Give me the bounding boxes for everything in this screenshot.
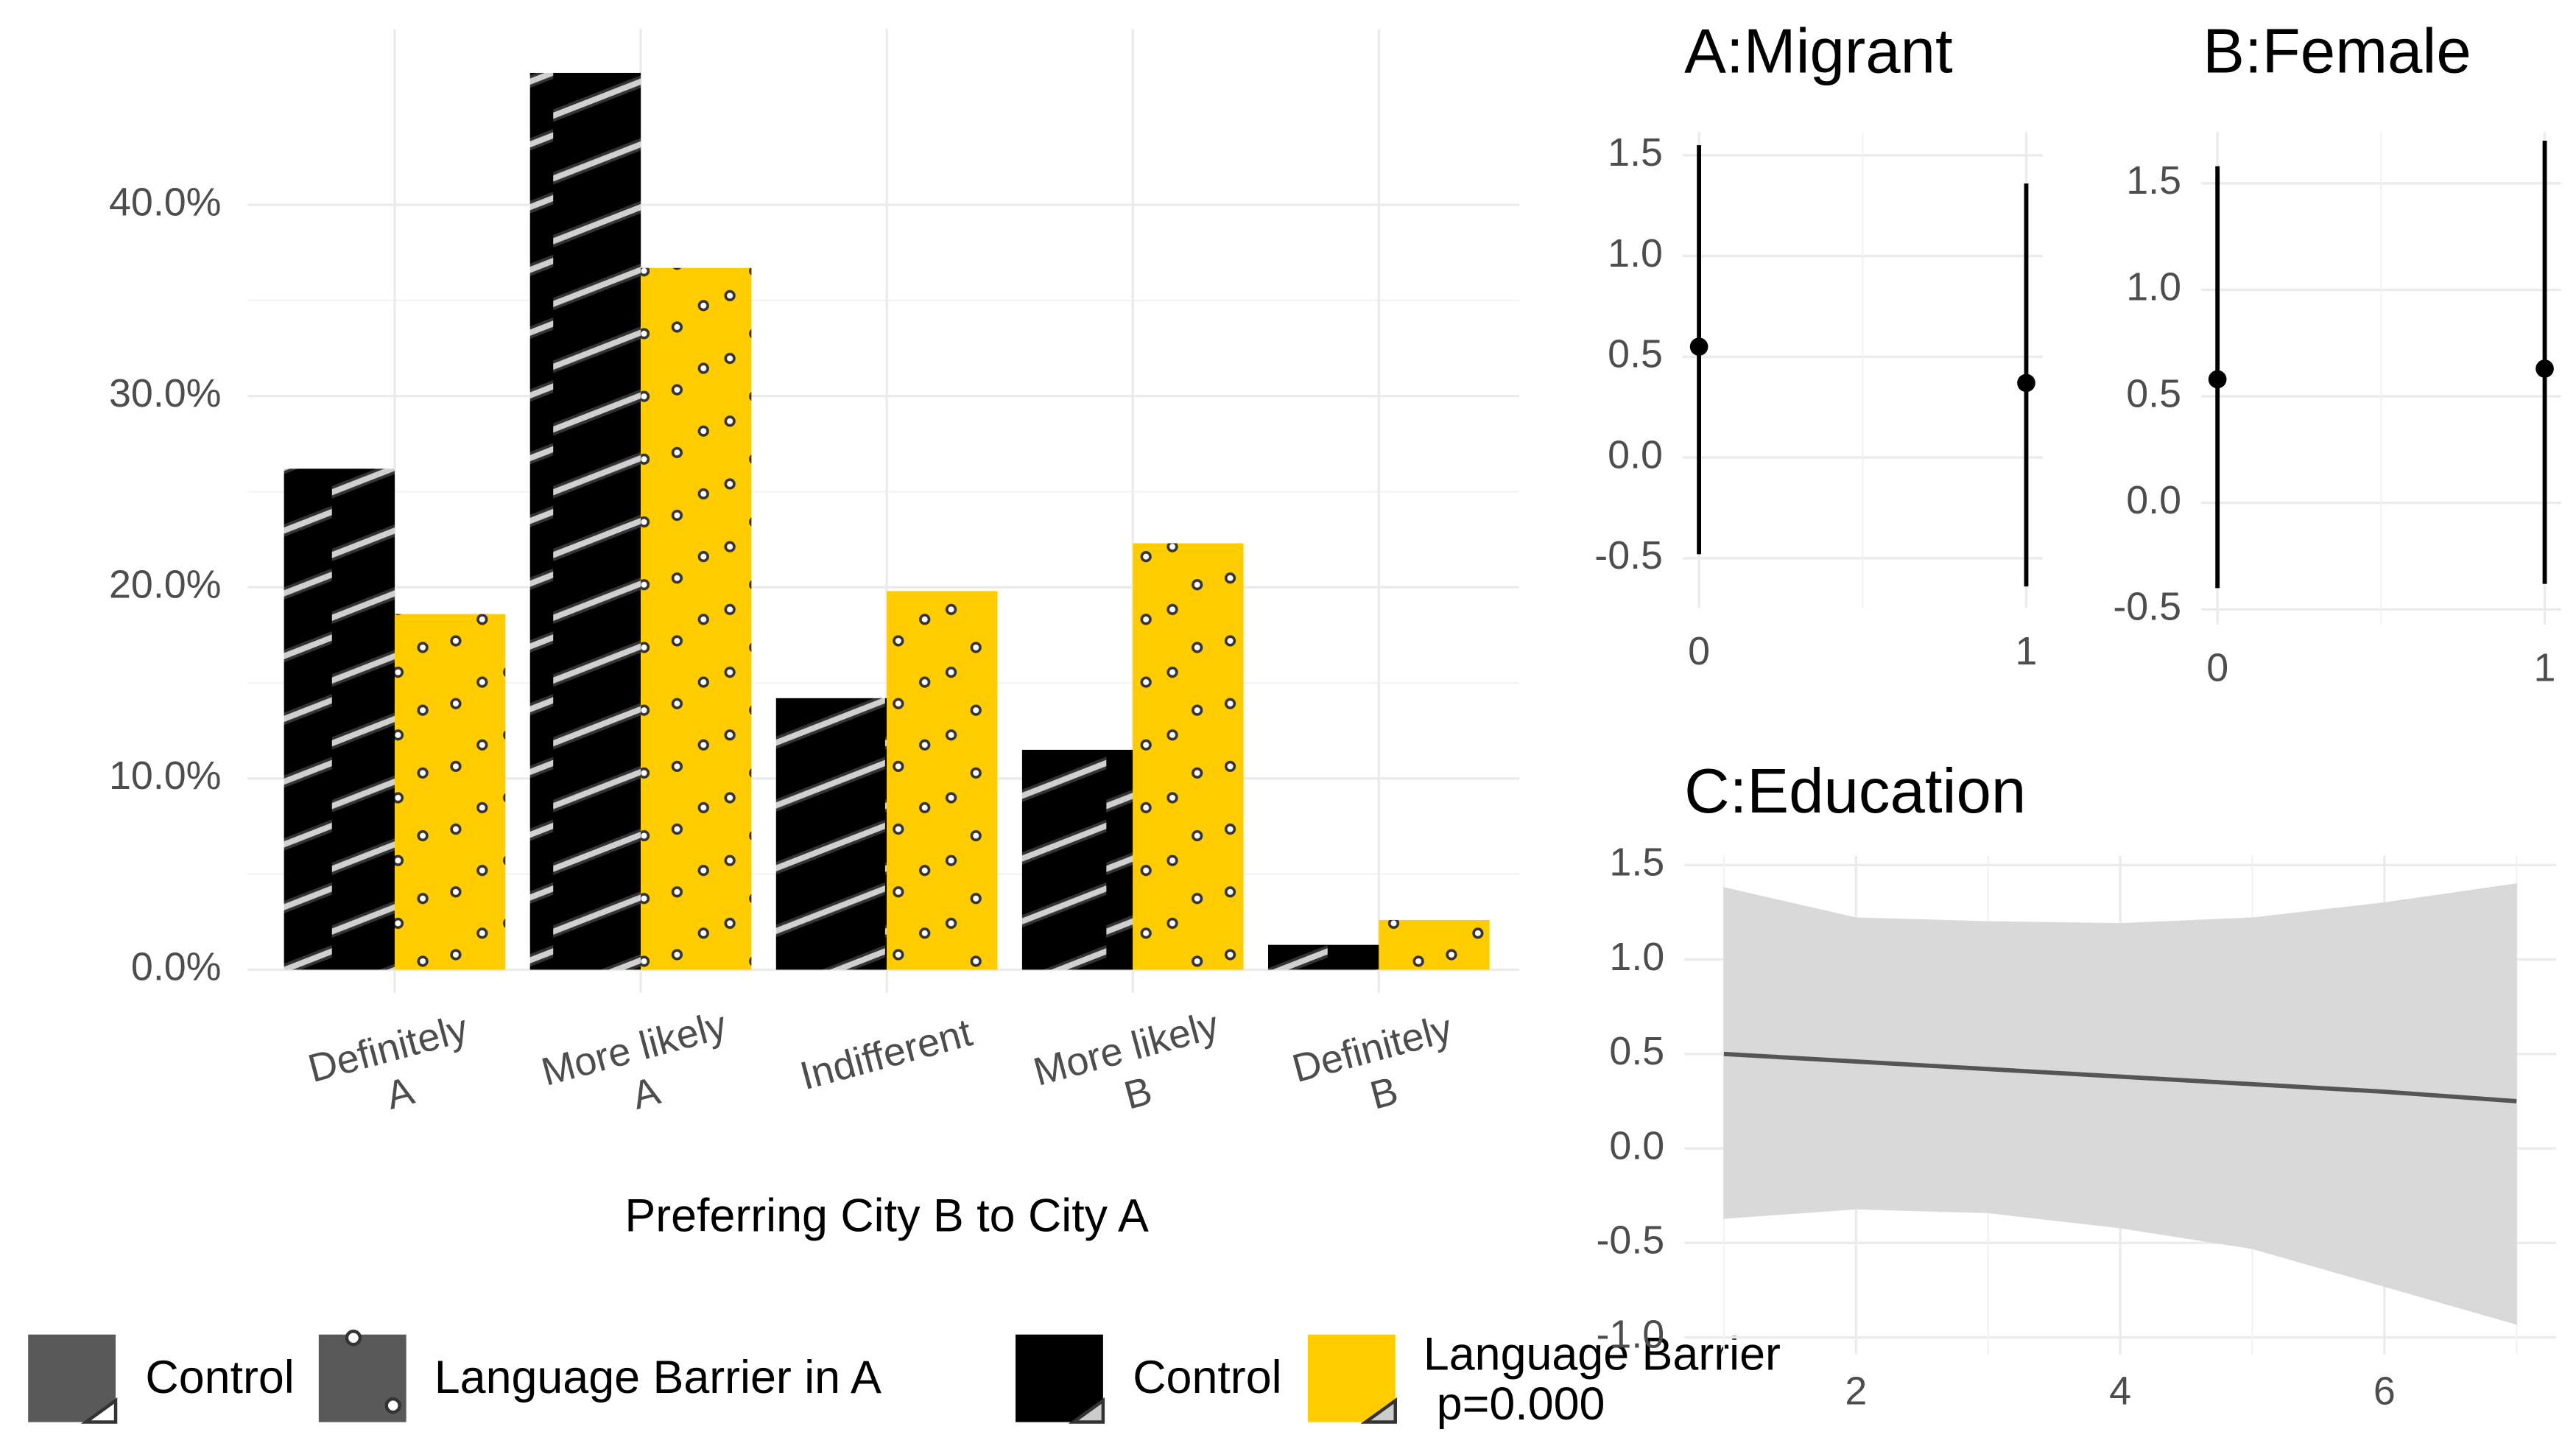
x-tick-label: Indifferent (795, 1011, 976, 1099)
legend-key-motif (345, 1329, 362, 1347)
y-tick-label: 1.5 (2126, 158, 2181, 203)
y-tick-label: 0.5 (1609, 1029, 1664, 1073)
legend-label: Language Barrier in A (434, 1352, 881, 1403)
y-tick-label: 0.5 (2126, 371, 2181, 415)
bar (1021, 749, 1133, 970)
y-tick-label: -1.0 (1597, 1313, 1665, 1357)
legend-key (28, 1334, 116, 1422)
legend-key-motif (1068, 1397, 1105, 1424)
x-axis-label: Preferring City B to City A (624, 1190, 1149, 1241)
chart-title: A:Migrant (1684, 17, 1953, 87)
x-tick-label: A (381, 1068, 418, 1117)
chart-title: B:Female (2203, 17, 2471, 87)
bar (1133, 543, 1244, 970)
x-tick-label: 0 (2206, 646, 2228, 690)
x-tick-label: B (1365, 1068, 1402, 1117)
legend-note: p=0.000 (1437, 1378, 1605, 1430)
x-tick-label: 1 (2016, 629, 2038, 673)
bar (529, 72, 641, 970)
y-tick-label: 1.0 (1609, 935, 1664, 979)
bar (641, 267, 752, 970)
x-tick-label: 4 (2109, 1369, 2131, 1414)
y-tick-label: 10.0% (109, 754, 222, 798)
x-tick-label: A (627, 1068, 664, 1117)
bar (394, 614, 506, 970)
bar (887, 591, 998, 970)
bar (775, 698, 887, 970)
y-tick-label: 1.0 (1608, 231, 1663, 275)
y-tick-label: 0.0 (1608, 432, 1663, 477)
chart-title: C:Education (1684, 757, 2026, 826)
bar (1267, 944, 1379, 970)
x-tick-label-group: Indifferent (795, 1011, 976, 1099)
legend-label: Control (145, 1352, 294, 1403)
y-tick-label: 0.0 (1609, 1123, 1664, 1168)
y-tick-label: 0.5 (1608, 332, 1663, 376)
bar (1379, 919, 1490, 970)
y-tick-label: 20.0% (109, 562, 222, 606)
x-tick-label: 6 (2373, 1369, 2396, 1414)
y-tick-label: -0.5 (1597, 1218, 1665, 1263)
point (2535, 359, 2554, 378)
legend-key-motif (384, 1397, 401, 1414)
y-tick-label: 30.0% (109, 371, 222, 415)
y-tick-label: 1.5 (1608, 130, 1663, 175)
point (2208, 370, 2227, 389)
y-tick-label: 0.0% (131, 945, 222, 989)
y-tick-label: 0.0 (2126, 478, 2181, 522)
confidence-band (2251, 902, 2385, 1288)
confidence-band (2384, 883, 2517, 1325)
legend-label: Control (1133, 1352, 1281, 1403)
y-tick-label: 1.5 (1609, 840, 1664, 885)
y-tick-label: 40.0% (109, 180, 222, 224)
line (1723, 1051, 2517, 1103)
legend-key-motif (1360, 1397, 1397, 1424)
x-tick-label: 2 (1845, 1369, 1867, 1414)
bar (284, 468, 395, 970)
y-tick-label: -0.5 (2113, 585, 2181, 629)
legend-key (1016, 1334, 1103, 1422)
x-tick-label: 0 (1688, 629, 1710, 673)
x-tick-label: 1 (2534, 646, 2556, 690)
point (2017, 373, 2035, 393)
x-tick-label: B (1119, 1068, 1156, 1117)
legend-key (1307, 1334, 1396, 1422)
y-tick-label: -0.5 (1594, 533, 1663, 578)
legend-key-motif (80, 1397, 118, 1424)
point (1689, 337, 1708, 356)
y-tick-label: 1.0 (2126, 265, 2181, 309)
